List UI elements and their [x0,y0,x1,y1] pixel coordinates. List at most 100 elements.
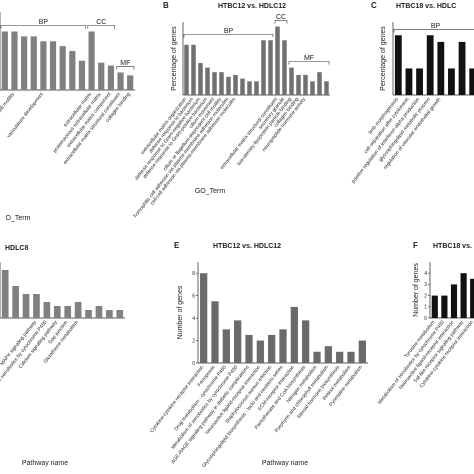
bar [296,74,301,95]
panel-letter: B [163,1,169,10]
bar [426,35,434,95]
bar [245,334,253,363]
bar [95,306,103,318]
bar [268,40,273,95]
bar [127,75,134,90]
bar [254,81,259,95]
panel-title: HTBC12 vs. HDLC12 [218,3,286,10]
bar [69,51,76,90]
bar [53,306,61,318]
group-label: MF [120,60,130,67]
bar [219,72,224,95]
bar [98,62,105,90]
x-axis-label: O_Term [6,215,31,222]
y-tick-label: 3 [424,282,427,288]
bar [107,65,114,90]
bar [233,74,238,95]
bar [279,329,287,363]
y-tick-label: 1 [424,305,427,311]
bar [222,329,230,363]
group-bracket [0,25,87,29]
bar [416,68,423,95]
group-label: CC [96,19,106,26]
bar [85,310,92,318]
bar [289,67,294,95]
group-label: BP [431,23,441,30]
bar [40,41,47,90]
group-label: MF [304,55,314,62]
bar [313,351,321,363]
group-bracket [288,61,330,65]
bar [261,40,266,95]
y-tick-label: 0 [424,316,427,322]
y-tick-label: 4 [424,271,427,277]
bar [212,72,217,95]
bar [441,295,448,318]
x-axis-label: GO_Term [195,188,226,195]
bar [49,41,57,90]
bar [33,294,40,318]
y-axis-label: Percentage of genes [171,26,178,91]
y-tick-label: 0 [192,361,195,367]
bar [106,310,113,318]
bar [59,46,66,90]
panel-title: HDLC8 [5,245,28,252]
bar [405,68,413,95]
x-axis-label: Pathway name [22,460,68,467]
y-axis-label: Number of genes [413,263,420,317]
bar [275,26,280,95]
y-tick-label: 4 [192,316,195,322]
bar [198,63,203,95]
bar [303,74,308,95]
x-axis-label: Pathway name [262,460,308,467]
bar [1,270,9,318]
group-label: BP [224,28,234,35]
y-tick-label: 2 [192,338,195,344]
panel-title: HTBC18 vs. [433,243,472,250]
panel-title: HTBC12 vs. HDLC12 [213,243,281,250]
group-bracket [274,20,288,24]
y-axis-label: Number of genes [177,285,184,339]
panel-letter: F [413,241,418,250]
bar [394,35,402,95]
bar [450,284,458,318]
bar [247,81,252,95]
bar [1,31,8,90]
group-bracket [393,28,474,33]
bar [469,68,474,95]
bar [30,36,37,90]
group-bracket [183,33,274,38]
bar [310,81,315,95]
bar [184,44,189,95]
panel-letter: E [174,241,180,250]
y-tick-label: 6 [192,293,195,299]
group-bracket [116,66,135,70]
y-tick-label: 8 [192,271,195,277]
bar [78,60,86,90]
group-label: BP [39,19,49,26]
y-axis-label: Percentage of genes [380,26,387,91]
bar [317,72,322,95]
bar [460,273,467,318]
bar [12,286,19,318]
panel-title: HTBC18 vs. HDLC [396,3,456,10]
bar [191,44,196,95]
bar [234,320,242,363]
bar [64,306,72,318]
bar [11,31,18,90]
bar [74,302,82,318]
bar [205,67,210,95]
bar [268,334,276,363]
bar [470,278,474,318]
bar [448,68,455,95]
bar [290,306,298,363]
bar [116,310,124,318]
y-tick-label: 2 [424,293,427,299]
bar [200,273,208,363]
x-tick-label: low-density lipoprotein particle binding [236,96,293,166]
bar [22,294,30,318]
bar [324,81,329,95]
bar [21,36,28,90]
bar [347,351,355,363]
